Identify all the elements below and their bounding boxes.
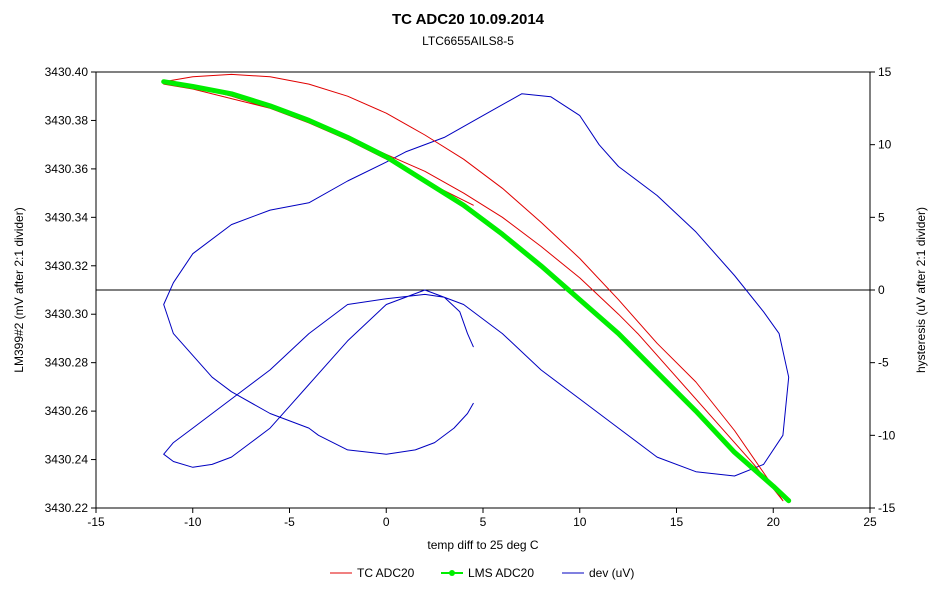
series-line-1 (161, 79, 792, 504)
y2-axis-label: hysteresis (uV after 2:1 divider) (914, 207, 928, 373)
x-tick-label: -10 (184, 515, 202, 529)
y2-tick-label: 10 (878, 138, 892, 152)
x-tick-label: 10 (573, 515, 587, 529)
y-tick-label: 3430.24 (45, 453, 89, 467)
x-tick-label: 15 (670, 515, 684, 529)
series-line-2 (163, 93, 790, 477)
y2-tick-label: -10 (878, 428, 896, 442)
y-axis-left: 3430.22 3430.24 3430.26 3430.28 3430.30 3430.… (45, 65, 96, 515)
legend-label: TC ADC20 (357, 566, 415, 580)
y2-tick-label: 15 (878, 65, 892, 79)
legend-label: dev (uV) (589, 566, 634, 580)
x-tick-label: 25 (863, 515, 877, 529)
x-tick-label: -15 (87, 515, 105, 529)
y2-tick-label: 0 (878, 283, 885, 297)
legend: TC ADC20 LMS ADC20 dev (uV) (330, 566, 634, 580)
y-tick-label: 3430.22 (45, 501, 89, 515)
x-tick-label: 0 (383, 515, 390, 529)
series-layer (161, 73, 792, 504)
y-tick-label: 3430.38 (45, 113, 89, 127)
y-tick-label: 3430.34 (45, 210, 89, 224)
y-axis-label: LM399#2 (mV after 2:1 divider) (12, 207, 26, 372)
y-tick-label: 3430.28 (45, 356, 89, 370)
series-line-0 (163, 73, 784, 502)
chart-subtitle: LTC6655AILS8-5 (422, 34, 514, 48)
y-tick-label: 3430.26 (45, 404, 89, 418)
y-tick-label: 3430.40 (45, 65, 89, 79)
x-tick-label: 5 (480, 515, 487, 529)
y2-tick-label: 5 (878, 210, 885, 224)
y-tick-label: 3430.30 (45, 307, 89, 321)
x-axis-label: temp diff to 25 deg C (427, 538, 539, 552)
y-axis-right: -15 -10 -5 0 5 10 15 (870, 65, 896, 515)
y-tick-label: 3430.36 (45, 162, 89, 176)
x-tick-label: 20 (767, 515, 781, 529)
y2-tick-label: -5 (878, 356, 889, 370)
y-tick-label: 3430.32 (45, 259, 89, 273)
legend-label: LMS ADC20 (468, 566, 534, 580)
legend-marker (449, 570, 455, 576)
chart-title: TC ADC20 10.09.2014 (392, 11, 545, 28)
x-axis: -15 -10 -5 0 5 10 15 20 25 (87, 508, 877, 529)
x-tick-label: -5 (284, 515, 295, 529)
y2-tick-label: -15 (878, 501, 896, 515)
